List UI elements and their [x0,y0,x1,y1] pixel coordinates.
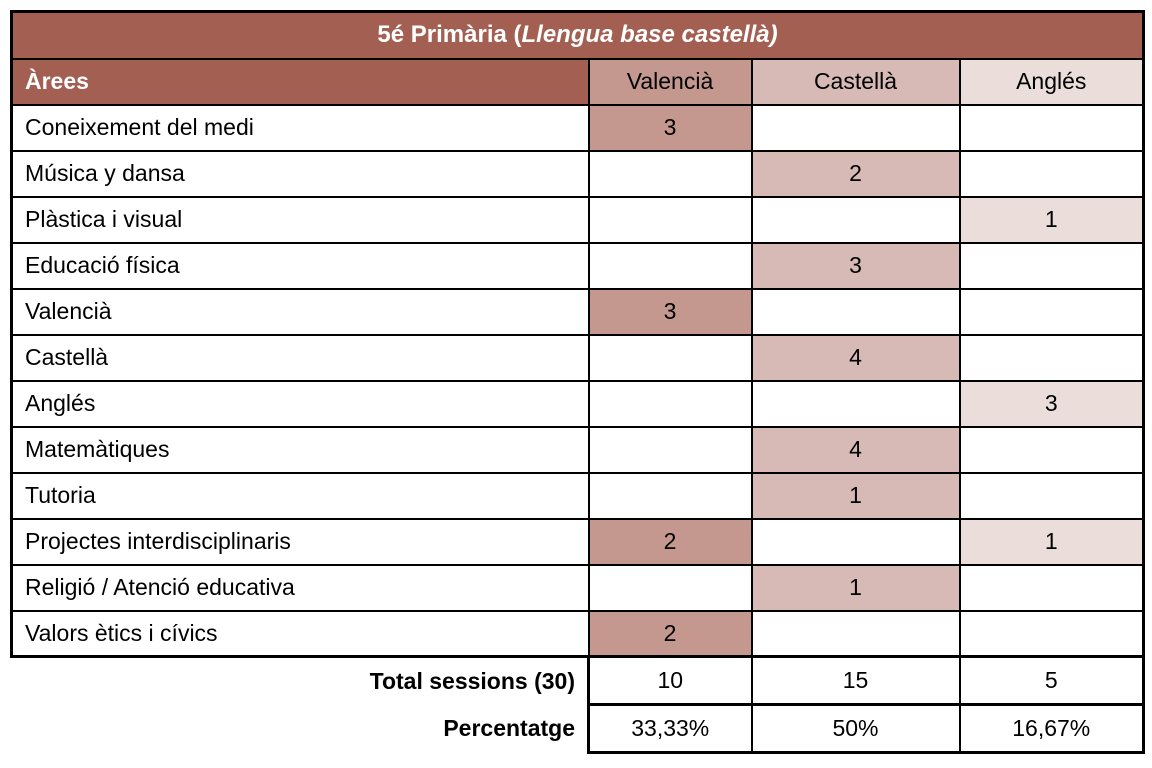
area-label: Religió / Atenció educativa [10,563,590,612]
angles-value [958,149,1146,198]
angles-value [958,241,1146,290]
castella-value: 1 [750,471,961,520]
area-label: Valors ètics i cívics [10,609,590,658]
valencia-value: 3 [587,287,753,336]
totals-castella: 15 [750,655,961,706]
castella-value: 1 [750,563,961,612]
title-italic-part: Llengua base castellà) [521,21,778,49]
valencia-value [587,195,753,244]
angles-value [958,425,1146,474]
schedule-table: 5é Primària (Llengua base castellà) Àree… [9,10,1146,754]
title-row: 5é Primària (Llengua base castellà) [9,10,1146,60]
totals-label: Total sessions (30) [11,656,589,705]
castella-value [750,379,961,428]
valencia-value [587,149,753,198]
table-row: Coneixement del medi 3 [10,103,1146,152]
percentage-castella: 50% [750,703,961,754]
table-row: Valencià 3 [10,287,1146,336]
valencia-value [587,241,753,290]
table-row: Valors ètics i cívics 2 [10,609,1146,658]
table-row: Anglés 3 [10,379,1146,428]
column-header-castella: Castellà [750,57,961,106]
area-label: Música y dansa [10,149,590,198]
table-row: Matemàtiques 4 [10,425,1146,474]
angles-value: 3 [958,379,1146,428]
angles-value [958,563,1146,612]
castella-value [750,103,961,152]
table-row: Música y dansa 2 [10,149,1146,198]
header-row: Àrees Valencià Castellà Anglés [10,57,1146,106]
totals-row: Total sessions (30) 10 15 5 [11,655,1146,706]
table-row: Castellà 4 [10,333,1146,382]
angles-value [958,609,1146,658]
percentage-row: Percentatge 33,33% 50% 16,67% [11,703,1146,754]
totals-valencia: 10 [587,655,753,706]
castella-value: 2 [750,149,961,198]
column-header-valencia: Valencià [587,57,753,106]
angles-value [958,287,1146,336]
valencia-value [587,471,753,520]
valencia-value [587,563,753,612]
area-label: Projectes interdisciplinaris [10,517,590,566]
percentage-angles: 16,67% [958,703,1146,754]
valencia-value: 3 [587,103,753,152]
valencia-value [587,379,753,428]
area-label: Matemàtiques [10,425,590,474]
valencia-value [587,333,753,382]
percentage-valencia: 33,33% [587,703,753,754]
column-header-angles: Anglés [958,57,1146,106]
area-label: Coneixement del medi [10,103,590,152]
table-row: Tutoria 1 [10,471,1146,520]
table-row: Educació física 3 [10,241,1146,290]
valencia-value [587,425,753,474]
table-title: 5é Primària (Llengua base castellà) [9,10,1146,60]
angles-value [958,471,1146,520]
area-label: Tutoria [10,471,590,520]
area-label: Castellà [10,333,590,382]
area-label: Anglés [10,379,590,428]
angles-value: 1 [958,517,1146,566]
castella-value [750,195,961,244]
area-label: Valencià [10,287,590,336]
table-row: Projectes interdisciplinaris 2 1 [10,517,1146,566]
castella-value: 4 [750,425,961,474]
angles-value: 1 [958,195,1146,244]
castella-value [750,287,961,336]
castella-value [750,609,961,658]
valencia-value: 2 [587,517,753,566]
totals-angles: 5 [958,655,1146,706]
area-label: Educació física [10,241,590,290]
table-row: Plàstica i visual 1 [10,195,1146,244]
table-row: Religió / Atenció educativa 1 [10,563,1146,612]
angles-value [958,333,1146,382]
valencia-value: 2 [587,609,753,658]
column-header-arees: Àrees [10,57,590,106]
castella-value: 4 [750,333,961,382]
angles-value [958,103,1146,152]
castella-value: 3 [750,241,961,290]
percentage-label: Percentatge [11,704,589,753]
area-label: Plàstica i visual [10,195,590,244]
castella-value [750,517,961,566]
title-prefix: 5é Primària ( [377,21,522,49]
